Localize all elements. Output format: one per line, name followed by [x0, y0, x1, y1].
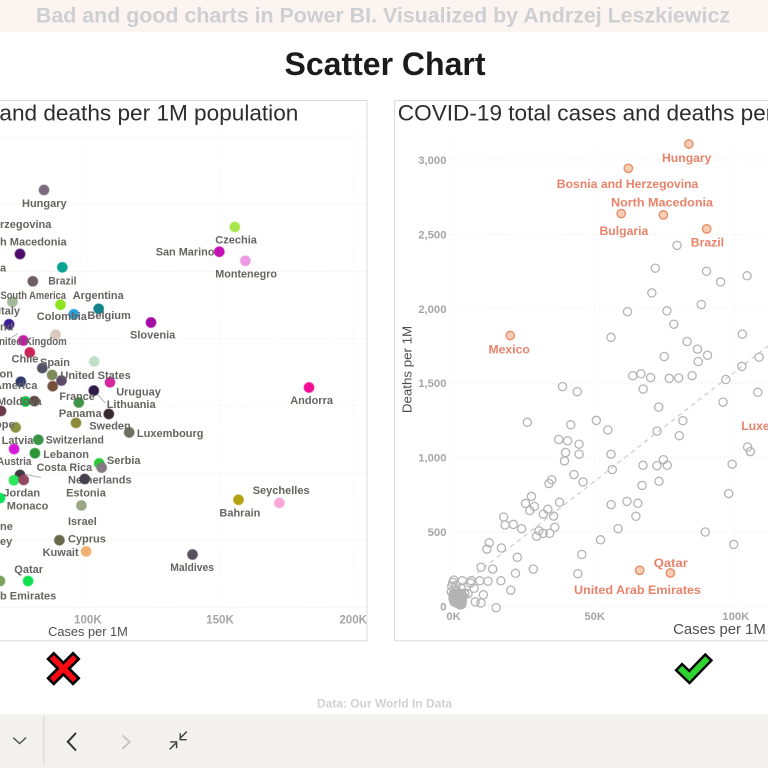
svg-text:Netherlands: Netherlands [68, 474, 132, 486]
svg-text:2,500: 2,500 [418, 229, 446, 241]
svg-text:Costa Rica: Costa Rica [37, 462, 93, 474]
svg-text:Ukraine: Ukraine [0, 521, 13, 533]
svg-text:San Marino: San Marino [156, 246, 215, 258]
svg-text:500: 500 [428, 527, 447, 539]
svg-text:Maldives: Maldives [170, 562, 214, 574]
svg-text:Chile: Chile [12, 354, 39, 366]
svg-text:Bulgaria: Bulgaria [0, 263, 7, 275]
svg-text:Estonia: Estonia [66, 487, 107, 499]
svg-text:Serbia: Serbia [107, 455, 142, 467]
svg-text:North Macedonia: North Macedonia [0, 237, 68, 249]
svg-text:Luxembourg: Luxembourg [137, 428, 204, 440]
svg-text:United Arab Emirates: United Arab Emirates [574, 583, 701, 597]
svg-text:Moldova: Moldova [0, 396, 42, 408]
svg-text:COVID-19 total cases and death: COVID-19 total cases and deaths per 1M p… [0, 101, 298, 126]
svg-text:United Arab Emirates: United Arab Emirates [0, 591, 56, 603]
svg-text:Bulgaria: Bulgaria [600, 224, 649, 238]
svg-text:Poland: Poland [0, 322, 13, 334]
svg-text:Colombia: Colombia [37, 311, 88, 323]
svg-text:0K: 0K [446, 611, 461, 623]
svg-text:Cyprus: Cyprus [68, 534, 106, 546]
svg-text:Deaths per 1M: Deaths per 1M [399, 326, 414, 413]
svg-text:Belgium: Belgium [87, 310, 131, 322]
svg-text:Bosnia and Herzegovina: Bosnia and Herzegovina [557, 177, 699, 191]
svg-text:Latvia: Latvia [2, 435, 35, 447]
svg-text:Qatar: Qatar [654, 556, 688, 570]
svg-text:Montenegro: Montenegro [215, 268, 277, 280]
svg-text:Lithuania: Lithuania [107, 399, 157, 411]
svg-text:Bahrain: Bahrain [219, 508, 260, 520]
svg-text:200K: 200K [339, 613, 367, 626]
svg-text:Luxembourg: Luxembourg [741, 419, 768, 433]
svg-text:Bad and good charts in Power B: Bad and good charts in Power BI. Visuali… [36, 4, 730, 28]
svg-text:Seychelles: Seychelles [253, 485, 310, 497]
svg-text:France: France [59, 391, 94, 403]
svg-text:Uruguay: Uruguay [116, 387, 162, 399]
svg-text:Hungary: Hungary [22, 198, 68, 210]
svg-text:Italy: Italy [0, 306, 21, 318]
svg-text:Europe: Europe [0, 419, 15, 431]
svg-text:Jordan: Jordan [3, 487, 40, 499]
svg-text:Austria: Austria [0, 456, 32, 468]
svg-text:Brazil: Brazil [48, 276, 76, 288]
svg-text:Monaco: Monaco [7, 501, 49, 513]
svg-text:Panama: Panama [59, 408, 103, 420]
svg-text:0: 0 [440, 601, 446, 613]
svg-text:Slovenia: Slovenia [130, 330, 176, 342]
svg-text:Turkey: Turkey [0, 536, 13, 548]
svg-text:100K: 100K [74, 613, 102, 626]
svg-text:150K: 150K [206, 613, 234, 626]
svg-text:1,500: 1,500 [418, 378, 446, 390]
svg-text:United States: United States [60, 370, 130, 382]
svg-text:North Macedonia: North Macedonia [611, 196, 713, 210]
svg-text:Czechia: Czechia [215, 235, 257, 247]
svg-text:Bosnia and Herzegovina: Bosnia and Herzegovina [0, 219, 52, 231]
svg-text:Israel: Israel [68, 516, 97, 528]
svg-text:1,000: 1,000 [418, 453, 446, 465]
svg-text:Argentina: Argentina [73, 290, 125, 302]
svg-text:Switzerland: Switzerland [46, 435, 104, 447]
svg-text:Qatar: Qatar [14, 564, 43, 576]
svg-text:South America: South America [1, 290, 67, 302]
svg-text:North America: North America [0, 380, 38, 392]
svg-text:Brazil: Brazil [691, 236, 724, 250]
svg-text:Data: Our World In Data: Data: Our World In Data [317, 697, 452, 711]
svg-text:50K: 50K [584, 611, 606, 623]
svg-text:Reunion: Reunion [0, 369, 13, 381]
svg-text:3,000: 3,000 [418, 155, 446, 167]
svg-text:2,000: 2,000 [418, 304, 446, 316]
svg-text:Spain: Spain [40, 357, 70, 369]
svg-text:Sweden: Sweden [89, 420, 131, 432]
svg-text:Hungary: Hungary [662, 151, 712, 165]
svg-text:United Kingdom: United Kingdom [0, 336, 67, 348]
svg-text:Mexico: Mexico [489, 342, 530, 356]
svg-text:Kuwait: Kuwait [43, 547, 79, 559]
svg-text:Scatter Chart: Scatter Chart [285, 46, 486, 82]
svg-text:Cases per 1M: Cases per 1M [673, 622, 766, 638]
svg-text:100K: 100K [722, 611, 750, 623]
svg-text:Lebanon: Lebanon [43, 449, 89, 461]
svg-text:COVID-19 total cases and death: COVID-19 total cases and deaths per 1M p… [398, 101, 768, 126]
svg-text:Andorra: Andorra [290, 395, 334, 407]
svg-text:Cases per 1M: Cases per 1M [48, 624, 128, 639]
